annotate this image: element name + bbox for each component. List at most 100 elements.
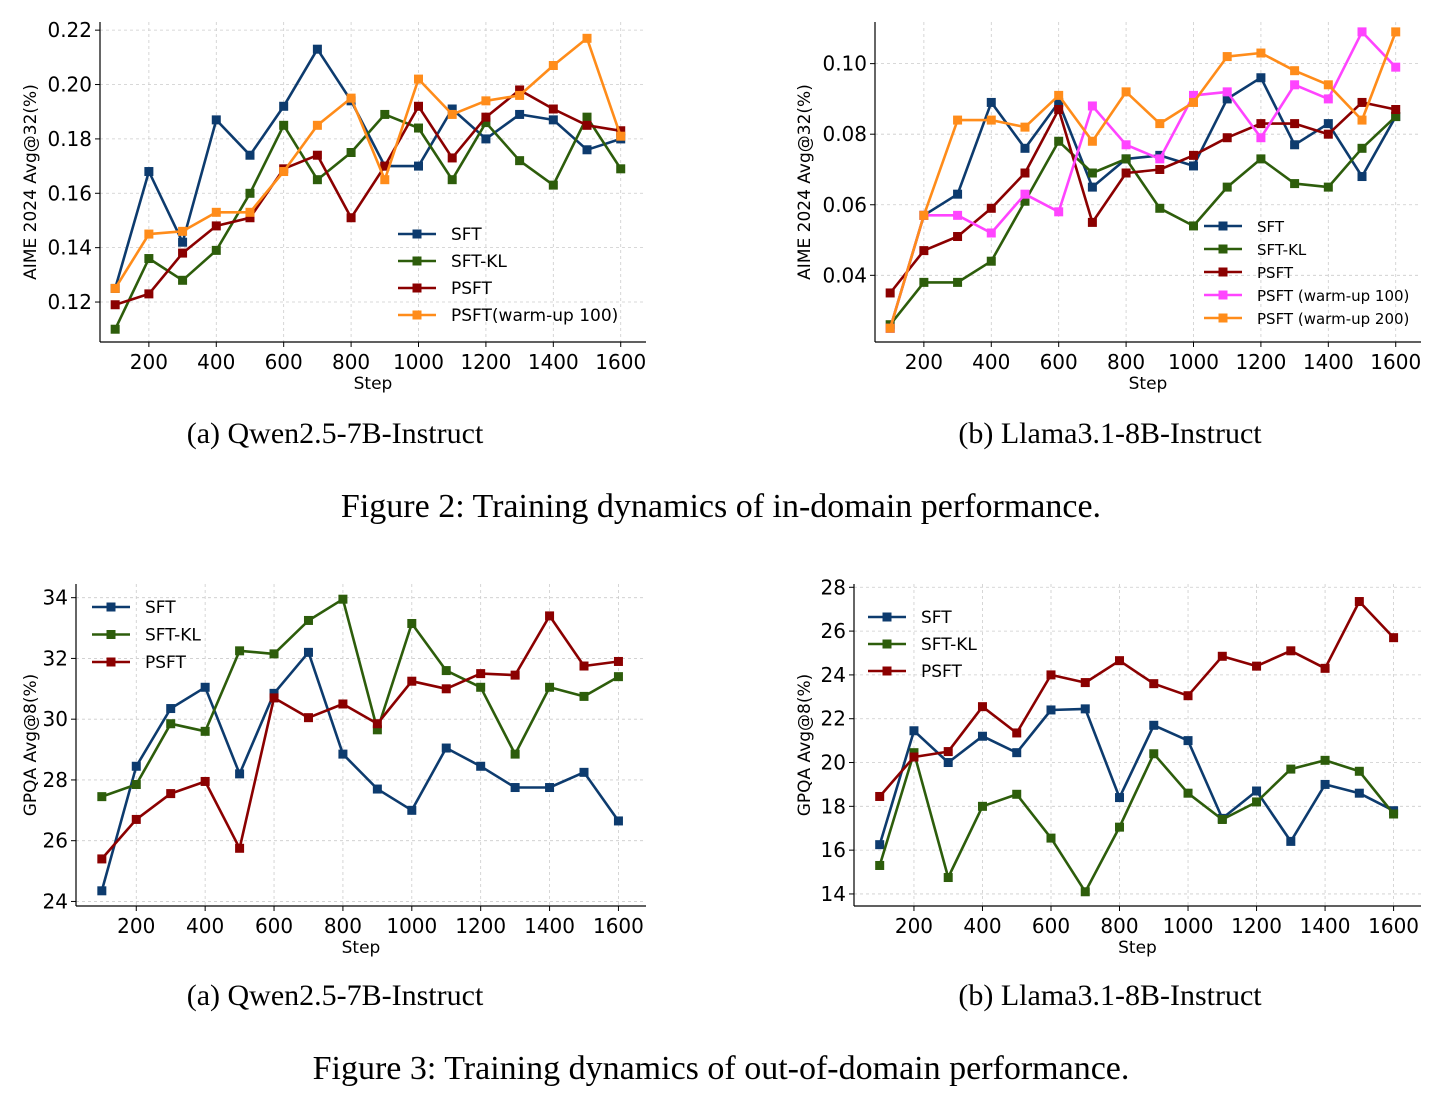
data-point-sft-kl [303, 615, 313, 625]
data-point-sft [1290, 140, 1300, 150]
data-point-psft-warm-up-100 [515, 90, 525, 100]
data-point-psft [909, 752, 919, 762]
y-tick-label: 28 [43, 768, 68, 792]
data-point-sft [245, 150, 255, 160]
legend-marker-sft-kl [412, 256, 422, 266]
data-point-sft-kl [616, 164, 626, 174]
data-point-sft [515, 109, 525, 119]
data-point-sft-kl [131, 779, 141, 789]
data-point-psft [510, 670, 520, 680]
x-tick-label: 600 [1040, 350, 1078, 374]
legend-label-sft: SFT [145, 598, 176, 618]
data-point-sft [131, 761, 141, 771]
data-point-sft-kl [1357, 143, 1367, 153]
series-sft-kl [875, 748, 1399, 897]
y-axis-label: GPQA Avg@8(%) [795, 674, 815, 817]
x-tick-label: 600 [1032, 914, 1070, 938]
data-point-sft [548, 115, 558, 125]
x-tick-label: 1600 [1370, 350, 1421, 374]
data-point-sft-kl [338, 594, 348, 604]
data-point-psft [1354, 597, 1364, 607]
data-point-sft-kl [346, 148, 356, 158]
data-point-sft-kl [1121, 154, 1131, 164]
data-point-psft-warm-up-100 [1323, 94, 1333, 104]
data-point-psft-warm-up-200 [1087, 136, 1097, 146]
data-point-psft [613, 656, 623, 666]
data-point-sft [1149, 720, 1159, 730]
data-point-psft [1054, 104, 1064, 114]
legend-marker-psft-warm-up-100 [412, 310, 422, 320]
data-point-psft [414, 101, 423, 111]
data-point-sft [338, 749, 348, 759]
y-tick-label: 26 [43, 829, 68, 853]
y-tick-label: 30 [43, 707, 68, 731]
data-point-psft-warm-up-100 [1290, 80, 1300, 90]
y-axis-label: GPQA Avg@8(%) [21, 674, 41, 817]
data-point-sft [875, 840, 885, 850]
series-line-psft-warm-up-100 [888, 30, 1397, 329]
legend-label-sft: SFT [1257, 218, 1285, 236]
subcaption-fig3b: (b) Llama3.1-8B-Instruct [958, 979, 1262, 1012]
data-point-psft [178, 248, 188, 258]
data-point-psft-warm-up-100 [616, 131, 626, 141]
data-point-sft [481, 134, 491, 144]
data-point-sft-kl [372, 725, 382, 735]
data-point-sft-kl [1286, 764, 1296, 774]
data-point-psft [1080, 678, 1090, 688]
data-point-sft-kl [953, 277, 963, 287]
data-point-psft-warm-up-200 [986, 115, 996, 125]
data-point-sft-kl [1189, 221, 1198, 231]
x-tick-label: 200 [905, 350, 943, 374]
series-line-sft [113, 47, 622, 289]
data-point-sft [447, 104, 457, 114]
y-tick-label: 0.10 [822, 52, 867, 76]
data-point-sft [178, 237, 188, 247]
data-point-sft [1252, 786, 1262, 796]
data-point-psft [548, 104, 558, 114]
y-tick-label: 34 [43, 586, 68, 610]
series-line-sft-kl [889, 115, 1397, 326]
x-tick-label: 800 [324, 914, 362, 938]
data-point-sft-kl [245, 188, 255, 198]
data-point-psft [986, 203, 996, 213]
data-point-psft-warm-up-100 [211, 207, 221, 217]
series-sft-kl [110, 109, 626, 334]
series-line-sft-kl [114, 113, 622, 330]
subcaption-fig3a: (a) Qwen2.5-7B-Instruct [186, 979, 484, 1012]
data-point-sft-kl [380, 109, 390, 119]
data-point-sft [1115, 793, 1125, 803]
data-point-sft-kl [510, 749, 520, 759]
data-point-sft-kl [166, 719, 176, 729]
data-point-psft [1320, 663, 1330, 673]
data-point-sft [144, 167, 154, 177]
data-point-sft-kl [441, 666, 451, 676]
data-point-sft [953, 189, 963, 199]
data-point-sft [1080, 704, 1090, 714]
data-point-psft-warm-up-100 [986, 228, 996, 238]
data-point-psft-warm-up-100 [481, 96, 491, 106]
data-point-sft [279, 101, 289, 111]
data-point-sft [1354, 788, 1364, 798]
data-point-sft-kl [919, 277, 929, 287]
data-point-sft-kl [1183, 788, 1193, 798]
data-point-sft [909, 726, 919, 736]
data-point-psft-warm-up-100 [245, 207, 255, 217]
data-point-psft-warm-up-100 [1222, 87, 1232, 97]
x-axis-label: Step [1118, 938, 1157, 958]
legend-marker-sft [412, 229, 422, 239]
y-tick-label: 0.22 [47, 18, 92, 42]
x-tick-label: 400 [186, 914, 224, 938]
chart-llama-aime: 200 400 600 800 1000 1200 1400 1600 0.04 0.06 0.08… [795, 22, 1421, 394]
data-point-sft-kl [579, 691, 589, 701]
data-point-sft [1054, 97, 1064, 107]
data-point-psft [1222, 133, 1232, 143]
data-point-psft-warm-up-200 [1222, 52, 1232, 62]
data-point-psft [1217, 651, 1227, 661]
data-point-sft-kl [279, 120, 289, 130]
figure-2-caption: Figure 2: Training dynamics of in-domain… [340, 488, 1102, 525]
legend-marker-sft-kl [882, 639, 892, 649]
data-point-psft-warm-up-200 [1054, 90, 1064, 100]
data-point-psft [885, 288, 895, 298]
data-point-psft-warm-up-100 [1391, 62, 1401, 72]
data-point-sft [1256, 73, 1266, 83]
